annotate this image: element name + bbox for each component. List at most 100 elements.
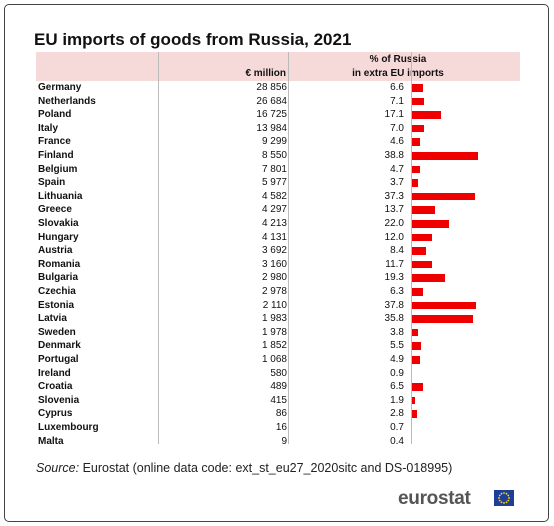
country-label: Bulgaria (38, 272, 79, 284)
country-label: Netherlands (38, 95, 96, 107)
country-label: Belgium (38, 163, 78, 175)
eur-value: 415 (270, 394, 287, 406)
table-row: Portugal 1 068 4.9 (36, 353, 520, 367)
country-label: Ireland (38, 367, 71, 379)
pct-value: 37.8 (384, 299, 404, 311)
country-label: Slovakia (38, 218, 79, 229)
chart-title: EU imports of goods from Russia, 2021 (34, 30, 352, 49)
pct-value: 4.9 (390, 354, 404, 365)
eur-value: 4 297 (261, 204, 287, 216)
table-row: Malta 9 0.4 (36, 435, 520, 449)
table-row: Belgium 7 801 4.7 (36, 163, 520, 177)
pct-value: 4.6 (390, 136, 404, 148)
pct-bar (412, 152, 478, 160)
pct-bar (412, 111, 442, 119)
pct-value: 0.4 (390, 435, 404, 447)
country-label: Poland (38, 109, 72, 121)
pct-bar (412, 274, 445, 282)
pct-value: 38.8 (384, 150, 404, 161)
country-label: Romania (38, 258, 81, 270)
eur-value: 2 110 (262, 299, 287, 311)
pct-bar (412, 383, 424, 391)
eur-value: 580 (270, 367, 287, 379)
eur-value: 2 980 (261, 272, 287, 284)
table-row: Slovakia 4 213 22.0 (36, 217, 520, 231)
column-divider (288, 52, 289, 444)
pct-bar (412, 288, 423, 296)
eur-value: 4 213 (261, 218, 287, 229)
country-label: Greece (38, 204, 72, 216)
pct-value: 17.1 (384, 109, 404, 121)
eur-value: 9 299 (261, 136, 287, 148)
pct-bar (412, 247, 427, 255)
country-label: Spain (38, 177, 66, 189)
pct-bar (412, 342, 422, 350)
pct-bar (412, 233, 433, 242)
eur-value: 16 725 (256, 109, 287, 121)
eur-value: 3 160 (261, 258, 287, 270)
pct-value: 3.8 (390, 326, 404, 338)
table-row: Germany 28 856 6.6 (36, 81, 520, 95)
table-row: Italy 13 984 7.0 (36, 122, 520, 136)
chart-frame (4, 4, 549, 522)
eur-value: 5 977 (261, 177, 287, 189)
table-row: Netherlands 26 684 7.1 (36, 95, 520, 109)
column-header-eur: € million (245, 68, 286, 79)
eur-value: 9 (281, 435, 287, 447)
pct-value: 7.1 (390, 95, 404, 107)
pct-value: 12.0 (384, 231, 404, 243)
country-label: Malta (38, 435, 64, 447)
pct-value: 22.0 (384, 218, 404, 229)
eur-value: 2 978 (261, 286, 287, 297)
eur-value: 4 582 (261, 190, 287, 202)
pct-bar (412, 138, 420, 146)
eur-value: 1 983 (261, 313, 287, 325)
eur-value: 26 684 (256, 95, 287, 107)
table-row: France 9 299 4.6 (36, 135, 520, 149)
column-divider (158, 52, 159, 444)
country-label: Cyprus (38, 408, 73, 420)
pct-value: 1.9 (390, 394, 404, 406)
pct-bar (412, 301, 477, 310)
table-header: € million % of Russia in extra EU import… (36, 52, 520, 81)
country-label: France (38, 136, 71, 148)
pct-value: 6.6 (390, 82, 404, 93)
table-row: Estonia 2 110 37.8 (36, 299, 520, 313)
pct-value: 19.3 (384, 272, 404, 284)
source-label: Source: (36, 461, 80, 475)
country-label: Lithuania (38, 190, 83, 202)
pct-bar (412, 396, 416, 405)
country-label: Portugal (38, 354, 79, 365)
country-label: Germany (38, 82, 82, 93)
pct-value: 2.8 (390, 408, 404, 420)
pct-bar (412, 356, 421, 364)
table-row: Finland 8 550 38.8 (36, 149, 520, 163)
country-label: Latvia (38, 313, 67, 325)
table-row: Latvia 1 983 35.8 (36, 312, 520, 326)
eur-value: 3 692 (261, 245, 287, 257)
country-label: Slovenia (38, 394, 80, 406)
table-row: Spain 5 977 3.7 (36, 176, 520, 190)
pct-bar (412, 328, 419, 337)
table-row: Ireland 580 0.9 (36, 367, 520, 381)
column-header-pct-line2: in extra EU imports (352, 68, 444, 79)
table-row: Romania 3 160 11.7 (36, 258, 520, 272)
eur-value: 4 131 (261, 231, 287, 243)
eur-value: 28 856 (256, 82, 287, 93)
table-row: Sweden 1 978 3.8 (36, 326, 520, 340)
country-label: Croatia (38, 381, 73, 393)
pct-value: 3.7 (390, 177, 404, 189)
country-label: Austria (38, 245, 73, 257)
pct-bar (412, 192, 476, 201)
eur-value: 13 984 (256, 122, 287, 134)
table-row: Cyprus 86 2.8 (36, 407, 520, 421)
pct-bar (412, 410, 417, 418)
table-row: Lithuania 4 582 37.3 (36, 190, 520, 204)
eur-value: 86 (275, 408, 287, 420)
eur-value: 1 068 (261, 354, 287, 365)
country-label: Denmark (38, 340, 81, 352)
table-row: Austria 3 692 8.4 (36, 244, 520, 258)
table-row: Bulgaria 2 980 19.3 (36, 271, 520, 285)
data-table: € million % of Russia in extra EU import… (36, 52, 520, 447)
table-row: Poland 16 725 17.1 (36, 108, 520, 122)
